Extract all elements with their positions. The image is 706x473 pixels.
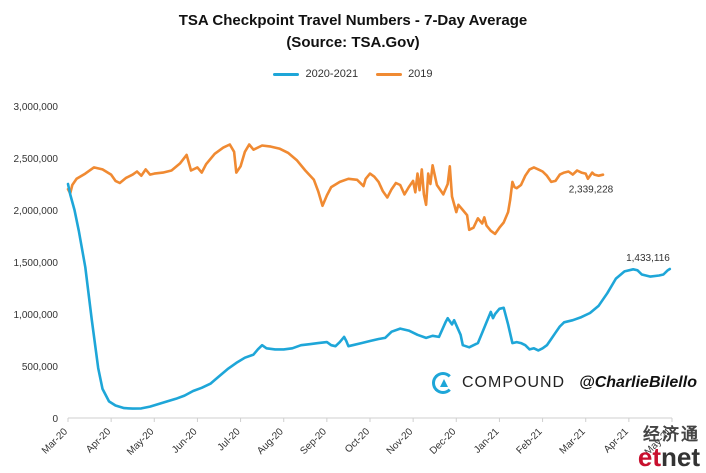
etnet-red-text: et [637,442,661,472]
x-tick-label: Apr-21 [602,426,631,455]
x-tick-label: Dec-20 [428,426,459,457]
x-tick-label: Jul-20 [216,426,243,453]
series-line-2019 [66,143,605,236]
x-tick-label: Jun-20 [170,426,200,456]
y-tick-label: 2,500,000 [14,154,59,165]
end-label-2019: 2,339,228 [569,185,614,196]
legend-label-2019: 2019 [408,68,433,80]
compound-watermark: COMPOUND @CharlieBilello [432,372,697,394]
chart-subtitle: (Source: TSA.Gov) [286,34,420,51]
x-tick-label: Mar-20 [40,426,70,456]
x-tick-label: Feb-21 [515,426,545,456]
x-tick-label: Apr-20 [84,426,113,455]
chart-title: TSA Checkpoint Travel Numbers - 7-Day Av… [178,12,528,29]
legend-swatch-2019 [376,72,403,76]
x-tick-label: Jan-21 [472,426,502,456]
etnet-dark-text: net [661,442,700,472]
compound-logo-icon [432,372,454,394]
legend-item-2020-2021: 2020-2021 [273,68,358,80]
x-tick-label: Nov-20 [385,426,416,457]
legend-swatch-2020-2021 [273,72,300,76]
y-tick-label: 1,500,000 [14,258,59,269]
chart-legend: 2020-2021 2019 [0,68,706,80]
y-tick-label: 500,000 [22,362,59,373]
x-tick-label: Sep-20 [298,426,329,457]
twitter-handle: @CharlieBilello [579,374,697,391]
y-tick-label: 2,000,000 [14,206,59,217]
end-label-2020-2021: 1,433,116 [626,253,670,264]
etnet-chinese-text: 经济通 [643,425,700,444]
x-tick-label: Oct-20 [343,426,372,455]
y-tick-label: 3,000,000 [14,102,59,113]
legend-label-2020-2021: 2020-2021 [305,68,359,80]
x-tick-label: May-20 [125,426,157,458]
x-tick-label: Aug-20 [255,426,286,457]
y-tick-label: 1,000,000 [14,310,59,321]
etnet-logo: 经济通 etnet [637,420,700,472]
compound-brand-text: COMPOUND [462,374,566,391]
x-tick-label: Mar-21 [558,426,588,456]
etnet-english-text: etnet [637,442,700,472]
legend-item-2019: 2019 [376,68,433,80]
y-tick-label: 0 [52,414,58,425]
